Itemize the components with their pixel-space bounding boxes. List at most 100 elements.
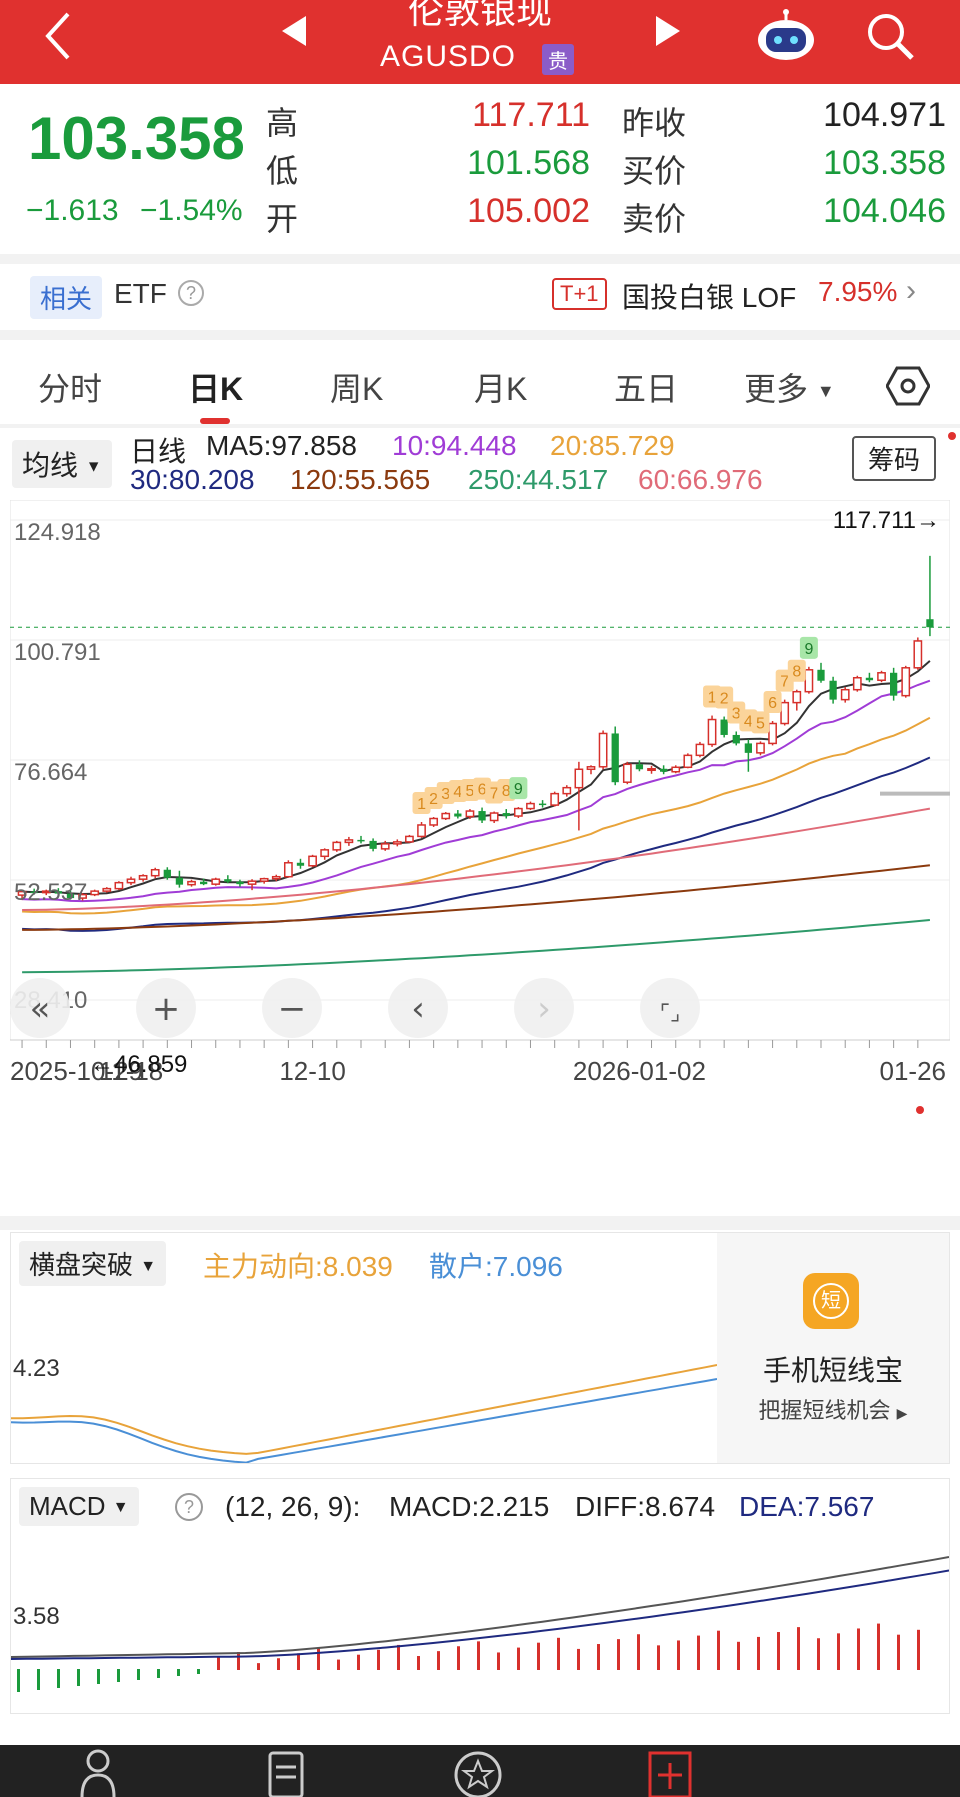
signal-number: 1 — [417, 796, 426, 813]
candle-body — [683, 754, 693, 769]
control-button-bg — [514, 978, 574, 1038]
macd-bar — [577, 1648, 580, 1670]
macd-help-icon[interactable]: ? — [175, 1493, 203, 1521]
ask-value: 104.046 — [823, 192, 946, 230]
tab-more[interactable]: 更多 ▼ — [744, 364, 835, 410]
candle-body — [344, 839, 354, 844]
ma-period-label: 日线 — [130, 436, 187, 467]
page-title: 伦敦银现 — [407, 0, 552, 31]
right-icon[interactable]: › — [514, 978, 574, 1038]
macd-bar — [917, 1629, 920, 1670]
candle-body — [320, 849, 330, 858]
candle-body — [804, 669, 814, 693]
signal-number: 1 — [708, 690, 717, 707]
candle-body — [671, 766, 681, 773]
tab-intraday[interactable]: 分时 — [38, 371, 103, 407]
y-tick-label: 100.791 — [14, 639, 101, 666]
robot-icon[interactable] — [754, 8, 818, 64]
open-value: 105.002 — [467, 192, 590, 230]
retail-line — [11, 1378, 717, 1463]
promo-card[interactable]: 短 手机短线宝 把握短线机会 ▶ — [717, 1233, 949, 1463]
max-price-label: 117.711→ — [833, 507, 940, 534]
tab-weekly-k[interactable]: 周K — [330, 371, 384, 407]
candle-body — [138, 874, 148, 880]
macd-value: MACD:2.215 — [389, 1491, 550, 1522]
tab-monthly-k[interactable]: 月K — [474, 371, 528, 407]
user-icon[interactable] — [68, 1745, 128, 1797]
help-icon[interactable]: ? — [178, 280, 204, 306]
macd-bar — [377, 1649, 380, 1670]
ma120-line — [22, 864, 931, 931]
x-tick-label: 01-26 — [880, 1056, 947, 1086]
chevron-right-icon[interactable]: › — [906, 274, 916, 307]
related-tag: 相关 — [30, 276, 103, 319]
candle-body — [647, 768, 656, 772]
macd-bar — [177, 1669, 180, 1676]
etf-label[interactable]: ETF — [114, 278, 167, 309]
fullscreen-icon[interactable]: ⌜⌟ — [640, 978, 700, 1038]
candle-body — [792, 690, 802, 704]
macd-bar — [677, 1640, 680, 1670]
macd-selector[interactable]: MACD ▼ — [19, 1487, 139, 1526]
candle-body — [296, 862, 305, 866]
macd-chart — [11, 1556, 949, 1692]
signal-number: 5 — [756, 715, 765, 732]
tab-five-day[interactable]: 五日 — [614, 371, 679, 407]
tab-daily-k[interactable]: 日K — [188, 371, 244, 407]
ma-selector[interactable]: 均线 ▼ — [12, 440, 112, 488]
candle-body — [259, 877, 269, 882]
document-icon[interactable] — [256, 1745, 316, 1797]
trend-indicator-selector[interactable]: 横盘突破 ▼ — [19, 1241, 167, 1286]
left-icon[interactable]: ‹ — [388, 978, 448, 1038]
ma-lines — [10, 626, 950, 974]
signal-number: 6 — [768, 695, 777, 712]
search-icon[interactable] — [860, 6, 920, 66]
lof-name[interactable]: 国投白银 LOF — [622, 282, 797, 313]
last-price: 103.358 — [28, 105, 245, 172]
double-left-icon[interactable]: « — [10, 978, 70, 1038]
macd-bar — [597, 1644, 600, 1670]
diff-line — [11, 1556, 949, 1658]
candle-body — [513, 807, 523, 817]
related-row[interactable]: 相关 ETF ? T+1 国投白银 LOF 7.95% › — [0, 264, 960, 330]
zoom-out-icon[interactable]: − — [262, 978, 322, 1038]
candle-body — [380, 843, 390, 850]
candle-body — [200, 881, 208, 885]
candle-body — [369, 840, 377, 849]
back-icon[interactable] — [38, 6, 82, 66]
ma30-line — [22, 756, 931, 932]
macd-bar — [137, 1669, 140, 1680]
macd-bar — [897, 1634, 900, 1670]
candle-body — [890, 672, 898, 696]
control-glyph: + — [152, 989, 181, 1029]
candle-body — [30, 891, 38, 894]
macd-bar — [77, 1669, 80, 1686]
macd-bar — [257, 1663, 260, 1670]
x-tick-label: 12-10 — [279, 1056, 346, 1086]
chip-distribution-button[interactable]: 筹码 — [852, 436, 937, 481]
ma5-line — [22, 660, 931, 896]
candle-body — [114, 881, 124, 890]
candle-body — [429, 817, 439, 826]
signal-number: 3 — [732, 705, 741, 722]
macd-bar — [197, 1669, 200, 1674]
bid-value: 103.358 — [823, 144, 946, 182]
x-tick-label: 2026-01-02 — [573, 1056, 706, 1086]
prev-icon[interactable] — [280, 14, 310, 48]
chart-background — [10, 500, 950, 1160]
retail-value: 散户:7.096 — [429, 1251, 563, 1282]
next-icon[interactable] — [652, 14, 682, 48]
zoom-in-icon[interactable]: + — [136, 978, 196, 1038]
candle-body — [405, 835, 414, 843]
candle-body — [478, 811, 486, 821]
candle-body — [78, 893, 87, 899]
settings-hex-icon[interactable] — [886, 364, 930, 408]
dea-value: DEA:7.567 — [739, 1491, 875, 1522]
divider — [0, 330, 960, 340]
favorite-icon[interactable] — [448, 1745, 508, 1797]
signal-number: 8 — [792, 664, 801, 681]
macd-bar — [877, 1623, 880, 1670]
add-icon[interactable] — [640, 1745, 700, 1797]
